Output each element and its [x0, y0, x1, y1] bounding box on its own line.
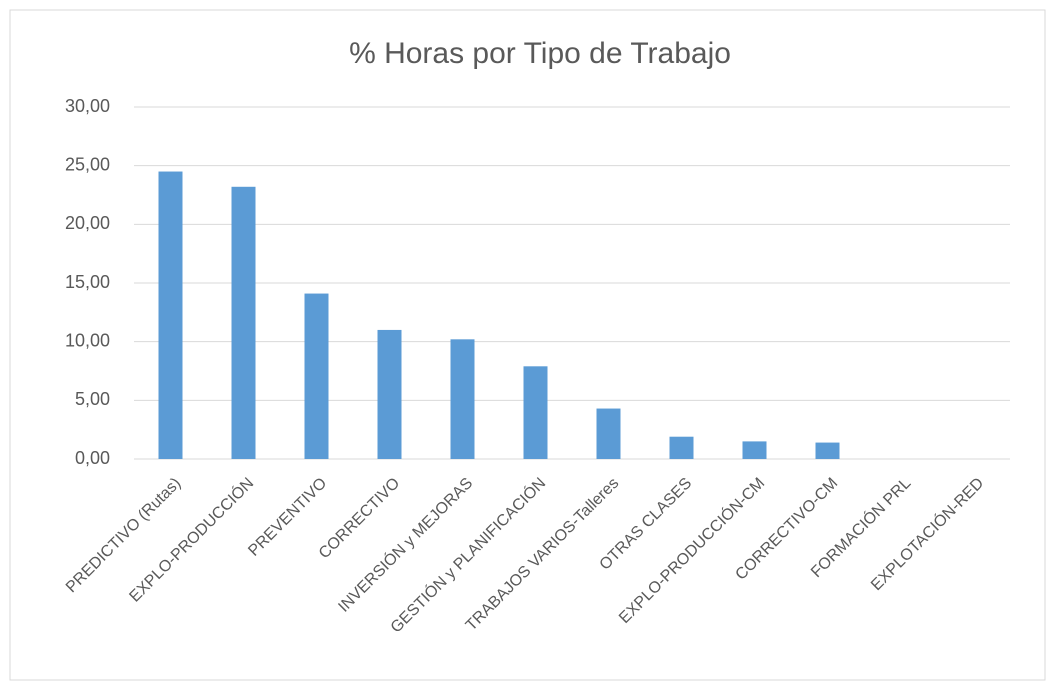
y-tick-label: 10,00 — [65, 330, 110, 350]
bar — [450, 339, 475, 459]
y-tick-label: 0,00 — [75, 448, 110, 468]
chart-title: % Horas por Tipo de Trabajo — [349, 37, 731, 70]
bar — [815, 442, 840, 459]
y-tick-label: 20,00 — [65, 213, 110, 233]
y-tick-label: 25,00 — [65, 154, 110, 174]
bar — [377, 329, 402, 459]
bar — [304, 293, 329, 459]
y-tick-label: 5,00 — [75, 389, 110, 409]
bar — [596, 408, 621, 459]
y-tick-label: 30,00 — [65, 96, 110, 116]
bar — [523, 366, 548, 459]
bar — [231, 186, 256, 459]
bar — [669, 436, 694, 459]
bar — [742, 441, 767, 459]
y-tick-label: 15,00 — [65, 272, 110, 292]
bar — [158, 171, 183, 460]
